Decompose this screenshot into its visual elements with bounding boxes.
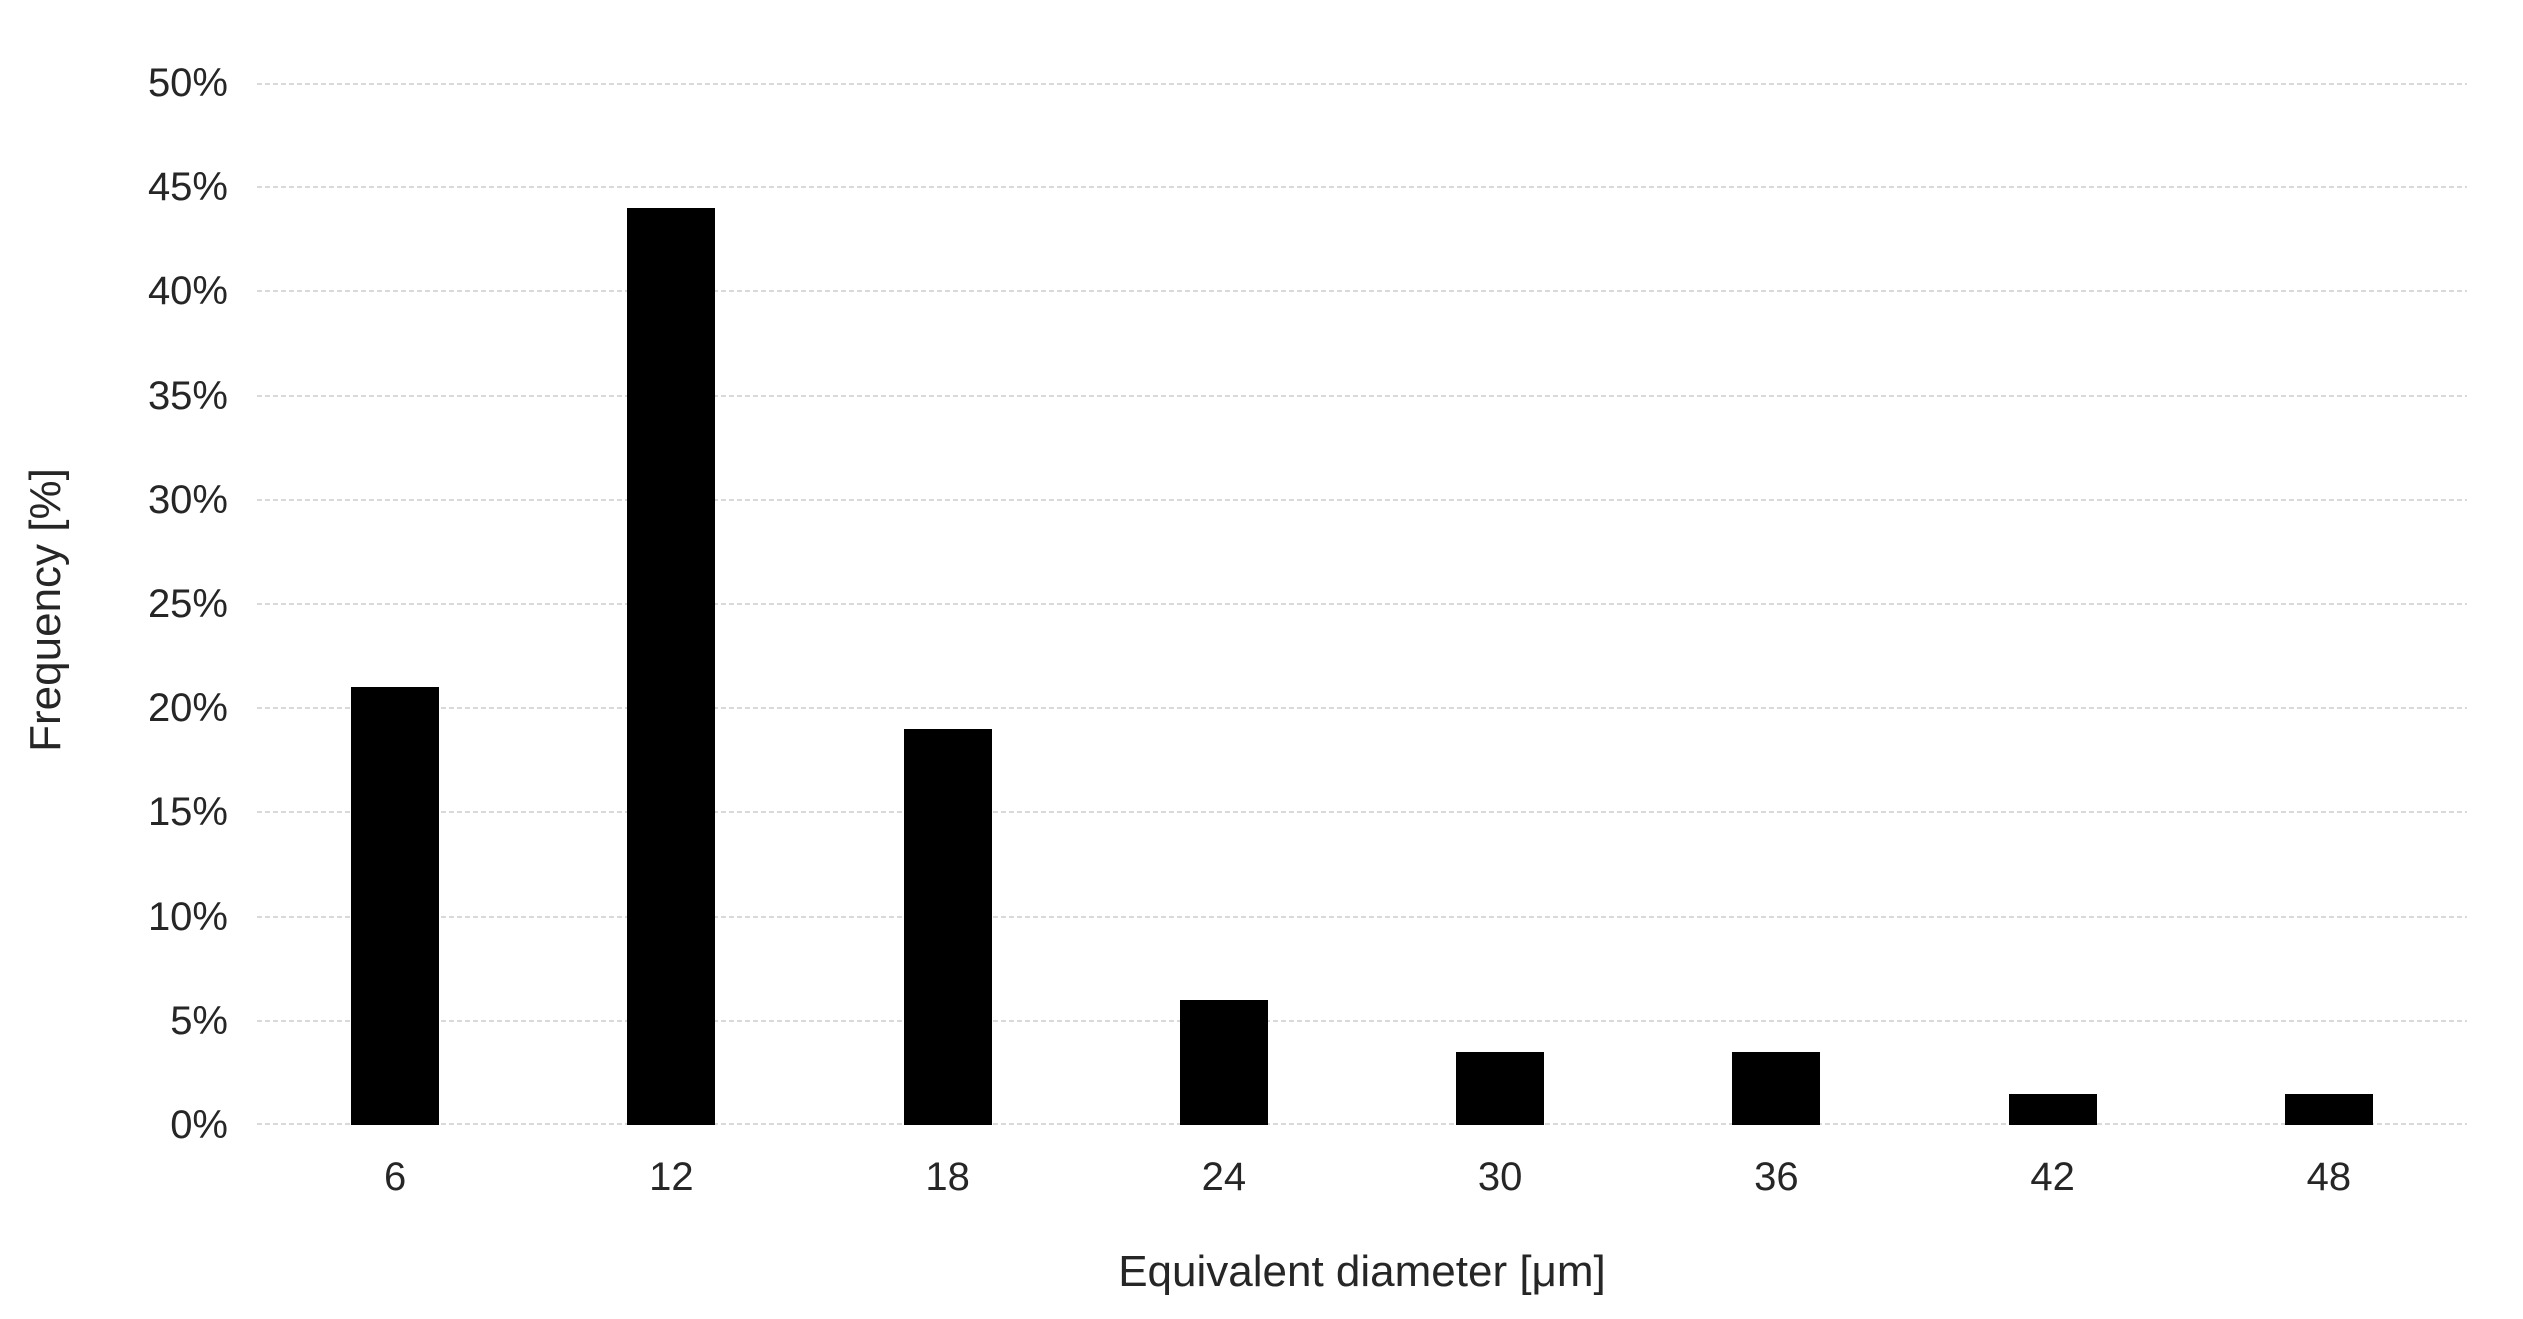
y-tick-label: 5% bbox=[170, 998, 228, 1043]
gridline bbox=[257, 1019, 2467, 1022]
gridline bbox=[257, 394, 2467, 397]
bar-6 bbox=[351, 687, 440, 1125]
bar-36 bbox=[1732, 1052, 1821, 1125]
bar-30 bbox=[1456, 1052, 1545, 1125]
gridline bbox=[257, 707, 2467, 710]
y-tick-label: 20% bbox=[147, 686, 228, 731]
gridline bbox=[257, 83, 2467, 85]
x-tick-label: 30 bbox=[1477, 1155, 1523, 1199]
bar-48 bbox=[2284, 1093, 2373, 1125]
y-tick-label: 45% bbox=[147, 165, 228, 210]
x-tick-label: 48 bbox=[2306, 1155, 2352, 1199]
y-tick-label: 40% bbox=[147, 269, 228, 314]
bar-12 bbox=[627, 208, 716, 1125]
y-tick-label: 35% bbox=[147, 373, 228, 418]
gridline bbox=[257, 186, 2467, 189]
y-tick-label: 50% bbox=[147, 61, 228, 105]
x-tick-label: 12 bbox=[649, 1155, 694, 1199]
y-tick-label: 25% bbox=[147, 582, 228, 626]
y-tick-label: 0% bbox=[170, 1103, 228, 1147]
plot-area bbox=[257, 83, 2467, 1125]
x-tick-label: 42 bbox=[2030, 1155, 2075, 1199]
bar-24 bbox=[1179, 999, 1268, 1125]
gridline bbox=[257, 915, 2467, 918]
x-tick-label: 24 bbox=[1201, 1155, 1247, 1199]
x-tick-label: 36 bbox=[1754, 1155, 1799, 1199]
x-axis-title: Equivalent diameter [μm] bbox=[1118, 1247, 1606, 1296]
gridline bbox=[257, 1123, 2467, 1125]
bar-42 bbox=[2008, 1093, 2097, 1125]
x-tick-label: 6 bbox=[384, 1155, 407, 1199]
gridline bbox=[257, 811, 2467, 814]
gridline bbox=[257, 603, 2467, 605]
gridline bbox=[257, 498, 2467, 501]
x-tick-label: 18 bbox=[925, 1155, 970, 1199]
y-tick-label: 30% bbox=[147, 477, 228, 522]
y-tick-label: 15% bbox=[147, 790, 228, 835]
y-tick-label: 10% bbox=[147, 894, 228, 939]
bar-18 bbox=[903, 729, 992, 1125]
gridline bbox=[257, 290, 2467, 293]
